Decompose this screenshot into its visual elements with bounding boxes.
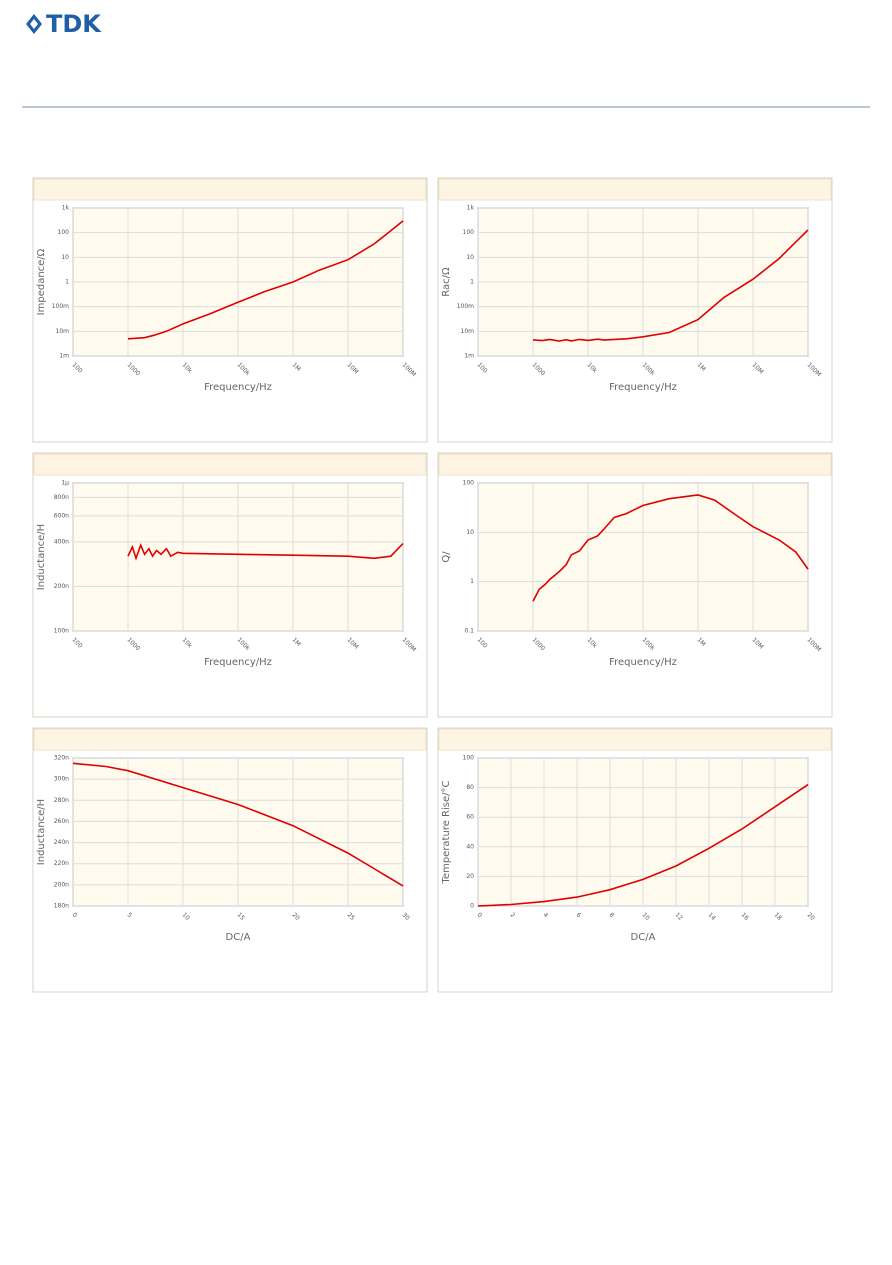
y-tick-label: 1 xyxy=(470,279,474,286)
data-line xyxy=(532,494,809,602)
y-tick-label: 1m xyxy=(464,353,474,360)
y-tick-label: 400n xyxy=(54,538,69,545)
panel-header xyxy=(438,178,832,201)
x-tick-label: 10 xyxy=(641,912,651,922)
y-tick-label: 200n xyxy=(54,583,69,590)
y-tick-label: 100 xyxy=(58,229,70,236)
y-tick-label: 10m xyxy=(461,328,475,335)
data-line xyxy=(127,542,404,561)
y-tick-label: 320n xyxy=(54,755,69,762)
x-tick-label: 1M xyxy=(291,637,302,648)
y-axis-label: Q/ xyxy=(441,551,452,563)
x-tick-label: 8 xyxy=(608,912,616,920)
x-tick-label: 30 xyxy=(401,912,411,922)
data-line xyxy=(532,229,809,342)
x-tick-label: 16 xyxy=(740,912,750,922)
x-tick-label: 1M xyxy=(291,362,302,373)
x-tick-label: 1M xyxy=(696,362,707,373)
y-tick-label: 280n xyxy=(54,797,69,804)
panel-header xyxy=(438,728,832,751)
y-tick-label: 1μ xyxy=(61,480,69,487)
x-tick-label: 20 xyxy=(291,912,301,922)
y-tick-label: 1k xyxy=(62,205,70,212)
y-tick-label: 180n xyxy=(54,903,69,910)
y-tick-label: 100 xyxy=(463,755,475,762)
y-tick-label: 600n xyxy=(54,512,69,519)
x-tick-label: 14 xyxy=(707,912,717,922)
y-axis-label: Impedance/Ω xyxy=(36,248,47,315)
y-tick-label: 60 xyxy=(466,814,474,821)
x-axis-label: Frequency/Hz xyxy=(609,382,677,393)
x-axis-label: Frequency/Hz xyxy=(609,657,677,668)
y-tick-label: 80 xyxy=(466,784,474,791)
x-tick-label: 12 xyxy=(674,912,684,922)
x-axis-label: Frequency/Hz xyxy=(204,382,272,393)
panel-header xyxy=(438,453,832,476)
panel-header xyxy=(33,728,427,751)
data-line xyxy=(477,783,809,907)
x-axis-label: DC/A xyxy=(631,932,656,943)
y-tick-label: 1 xyxy=(65,279,69,286)
x-tick-label: 25 xyxy=(346,912,356,922)
y-tick-label: 100m xyxy=(457,303,474,310)
y-axis-label: Inductance/H xyxy=(36,799,47,865)
y-tick-label: 100 xyxy=(463,480,475,487)
x-tick-label: 2 xyxy=(509,912,517,920)
x-axis-label: DC/A xyxy=(226,932,251,943)
data-line xyxy=(72,762,404,887)
y-tick-label: 100m xyxy=(52,303,69,310)
x-tick-label: 20 xyxy=(806,912,816,922)
y-tick-label: 10 xyxy=(466,529,474,536)
y-tick-label: 100 xyxy=(463,229,475,236)
chart-panel: 180n 200n 220n 240n 260n 280n 300n 320n 0 5 10 15 20… xyxy=(32,727,428,993)
x-tick-label: 0 xyxy=(476,912,484,920)
x-tick-label: 10 xyxy=(181,912,191,922)
data-line xyxy=(127,220,404,340)
y-tick-label: 0 xyxy=(470,903,474,910)
y-tick-label: 40 xyxy=(466,843,474,850)
panel-header xyxy=(33,453,427,476)
panel-header xyxy=(33,178,427,201)
x-tick-label: 18 xyxy=(773,912,783,922)
y-tick-label: 1m xyxy=(59,353,69,360)
y-tick-label: 1 xyxy=(470,578,474,585)
x-axis-label: Frequency/Hz xyxy=(204,657,272,668)
y-tick-label: 0.1 xyxy=(464,628,474,635)
y-tick-label: 260n xyxy=(54,818,69,825)
y-tick-label: 100n xyxy=(54,628,69,635)
logo-text: TDK xyxy=(46,10,102,38)
x-tick-label: 6 xyxy=(575,912,583,920)
y-tick-label: 20 xyxy=(466,873,474,880)
chart-panel: 0 20 40 60 80 100 0 2 4 6 8 10 12 14 16 18 20 DC/A Tempera… xyxy=(437,727,833,993)
y-tick-label: 1k xyxy=(467,205,475,212)
x-tick-label: 15 xyxy=(236,912,246,922)
y-axis-label: Temperature Rise/°C xyxy=(441,781,452,885)
y-axis-label: Rac/Ω xyxy=(441,267,452,297)
y-tick-label: 10m xyxy=(56,328,70,335)
y-tick-label: 240n xyxy=(54,839,69,846)
y-axis-label: Inductance/H xyxy=(36,524,47,590)
y-tick-label: 300n xyxy=(54,776,69,783)
y-tick-label: 10 xyxy=(466,254,474,261)
x-tick-label: 1M xyxy=(696,637,707,648)
x-tick-label: 5 xyxy=(126,912,134,920)
logo-icon xyxy=(26,14,42,34)
y-tick-label: 200n xyxy=(54,881,69,888)
y-tick-label: 10 xyxy=(61,254,69,261)
y-tick-label: 220n xyxy=(54,860,69,867)
x-tick-label: 0 xyxy=(71,912,79,920)
x-tick-label: 4 xyxy=(542,912,550,920)
y-tick-label: 800n xyxy=(54,494,69,501)
